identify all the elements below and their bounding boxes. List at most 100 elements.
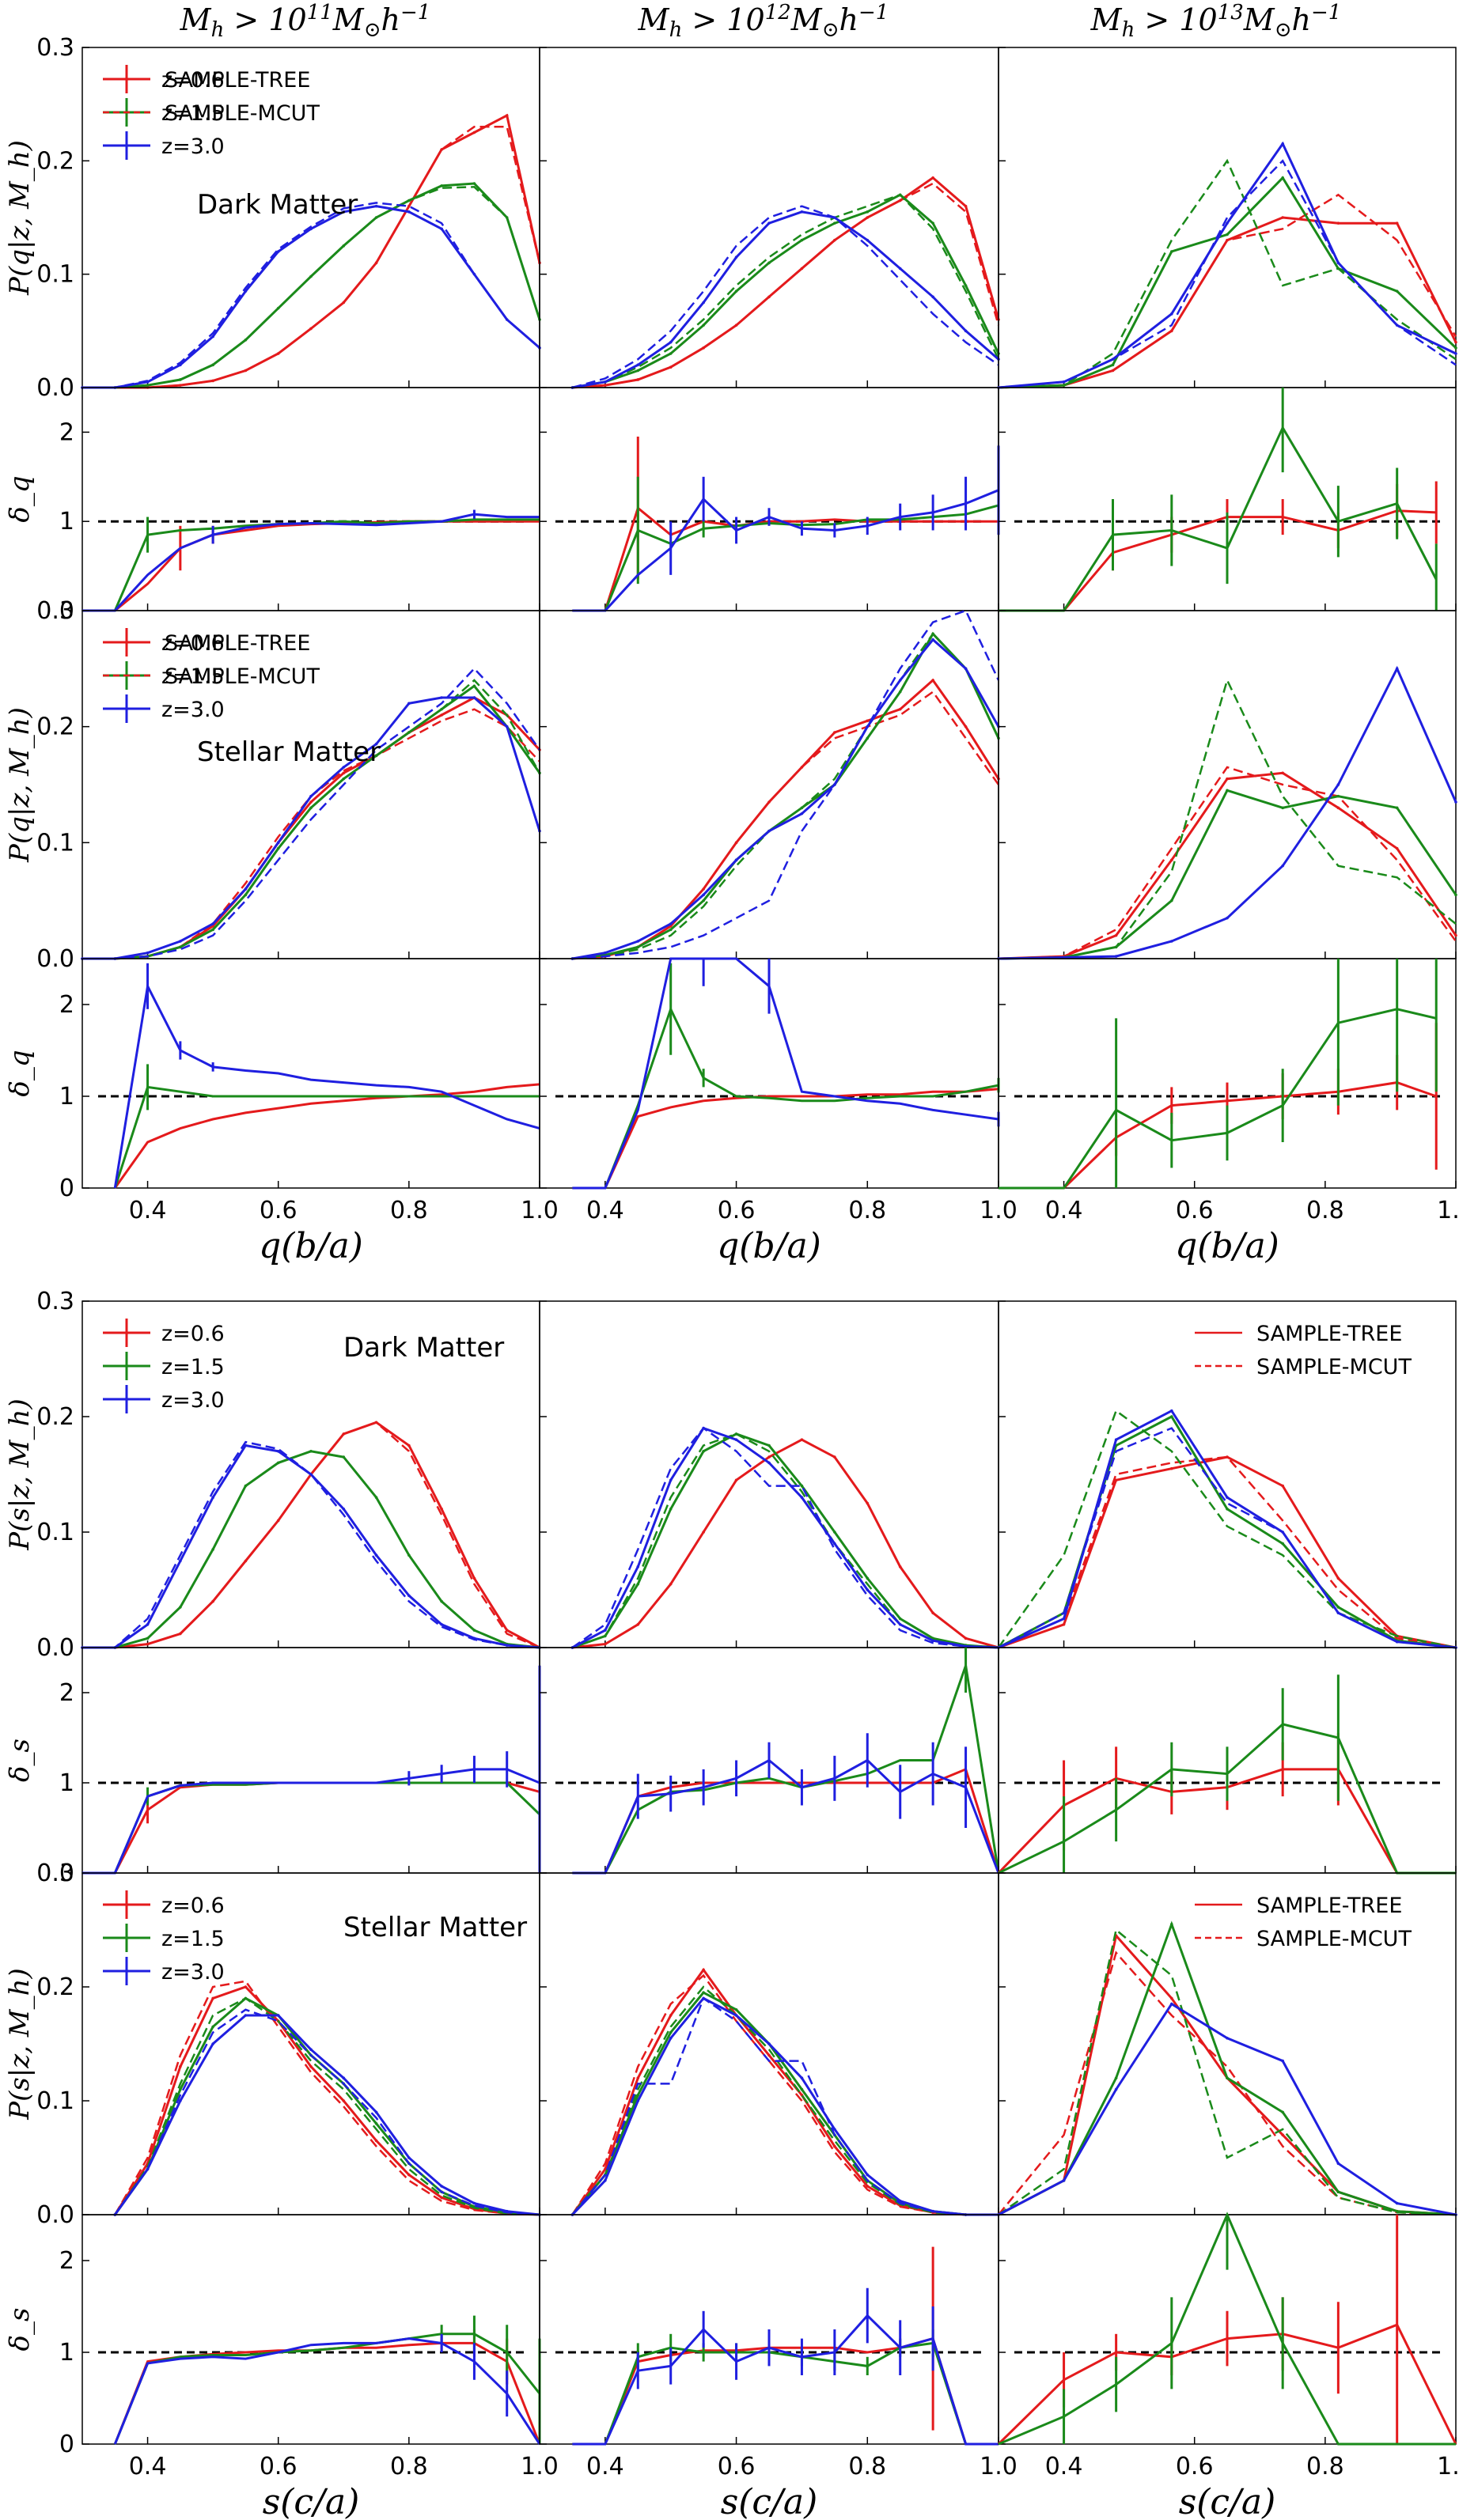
data-point <box>931 176 934 180</box>
data-point <box>604 1629 607 1632</box>
data-point <box>1170 1923 1173 1926</box>
data-point <box>1226 777 1229 781</box>
panel-s_dm_d-col3 <box>997 1647 1457 1875</box>
data-point <box>374 2122 378 2125</box>
x-tick-label: 0.8 <box>390 1197 428 1224</box>
y-axis-label: P(s|z, M_h) <box>4 1968 36 2121</box>
data-point <box>898 193 902 197</box>
data-point <box>669 340 673 344</box>
data-point <box>179 2087 182 2091</box>
x-tick-label: 1.0 <box>1437 2453 1459 2480</box>
column-title-1: Mh > 1011M⊙h−1 <box>180 1 431 42</box>
data-point <box>833 221 836 225</box>
data-point <box>800 2087 804 2091</box>
data-point <box>179 2065 182 2068</box>
series-line-mcut <box>572 182 1000 389</box>
x-axis-label: q(b/a) <box>259 1226 363 1266</box>
series-line-tree <box>572 1438 999 1649</box>
series-line-mcut <box>998 1928 1457 2216</box>
data-point <box>505 725 509 728</box>
series-line-mcut <box>572 193 1000 389</box>
data-point <box>636 2076 640 2079</box>
data-point <box>1062 2179 1066 2182</box>
data-point <box>1170 250 1173 253</box>
data-point <box>866 1576 870 1580</box>
data-point <box>342 1455 346 1459</box>
data-point <box>440 2196 443 2200</box>
series-line-ratio <box>113 2337 541 2445</box>
data-point <box>636 2099 640 2102</box>
data-point <box>1170 329 1173 333</box>
series-line-tree <box>998 1455 1457 1649</box>
data-point <box>505 114 509 117</box>
data-point <box>866 238 870 242</box>
series-line-tree <box>114 2014 540 2216</box>
panel-s_dm_d-col2 <box>539 1647 1000 1875</box>
data-point <box>146 380 150 384</box>
data-point <box>407 1444 411 1447</box>
data-point <box>179 940 182 943</box>
panel-s_sm_d-col1: 0.4 0.6 0.8 1.0 0 1 2 δ_s <box>4 2214 559 2480</box>
data-point <box>767 1455 771 1459</box>
data-point <box>767 2042 771 2045</box>
data-point <box>1226 1508 1229 1511</box>
x-tick-label: 0.8 <box>848 1197 886 1224</box>
data-point <box>440 2185 443 2188</box>
panel-q_dm_P-col3 <box>997 47 1457 389</box>
data-point <box>472 1576 476 1580</box>
y-tick-label: 0.2 <box>36 713 74 741</box>
data-point <box>604 380 607 384</box>
series-line-mcut <box>114 1996 540 2216</box>
panel-q_dm_d-col1: 0 1 2 δ_q <box>4 387 540 625</box>
data-point <box>1395 221 1399 225</box>
data-point <box>440 713 443 717</box>
data-point <box>800 806 804 810</box>
data-point <box>440 1599 443 1603</box>
x-axis-label: s(c/a) <box>1179 2482 1276 2520</box>
series-line-mcut <box>572 690 1000 960</box>
data-point <box>800 812 804 815</box>
data-point <box>1062 1623 1066 1626</box>
series-line-ratio <box>572 2314 999 2446</box>
data-point <box>1281 1484 1284 1488</box>
series-line-ratio <box>82 518 540 612</box>
data-point <box>374 1553 378 1557</box>
data-point <box>767 221 771 225</box>
data-point <box>309 2065 313 2068</box>
data-point <box>146 1642 150 1646</box>
data-point <box>898 1565 902 1568</box>
data-point <box>146 951 150 955</box>
data-point <box>505 216 509 219</box>
data-point <box>1114 955 1118 958</box>
panel-annotation: Stellar Matter <box>197 736 381 768</box>
series-line-mcut <box>82 126 541 389</box>
data-point <box>1395 846 1399 850</box>
legend-label: z=1.5 <box>161 664 225 689</box>
panel-s_sm_P-col1: 0.0 0.1 0.2 0.3 z=0.6 z=1.5 z=3.0 Stellar Matte… <box>4 1860 541 2229</box>
data-point <box>702 1450 705 1453</box>
x-axis-label: s(c/a) <box>263 2482 360 2520</box>
data-point <box>1281 216 1284 219</box>
panel-s_sm_P-col3: SAMPLE-TREE SAMPLE-MCUT <box>997 1872 1457 2216</box>
data-point <box>1170 1415 1173 1418</box>
data-point <box>505 318 509 321</box>
data-point <box>800 267 804 271</box>
data-point <box>734 1432 738 1436</box>
x-tick-label: 0.6 <box>260 1197 297 1224</box>
panel-frame <box>998 1300 1457 1648</box>
y-tick-label: 2 <box>59 2247 74 2275</box>
data-point <box>866 1501 870 1505</box>
y-tick-label: 2 <box>59 991 74 1019</box>
legend-label: z=0.6 <box>161 1894 225 1918</box>
panel-s_dm_P-col2 <box>539 1300 1000 1649</box>
legend-label: SAMPLE-TREE <box>1256 1322 1402 1346</box>
data-point <box>472 1629 476 1632</box>
data-point <box>1281 1531 1284 1534</box>
data-point <box>472 272 476 276</box>
data-point <box>472 696 476 699</box>
data-point <box>734 1438 738 1441</box>
data-point <box>833 2128 836 2131</box>
series-line-ratio <box>572 505 999 612</box>
data-point <box>898 690 902 694</box>
